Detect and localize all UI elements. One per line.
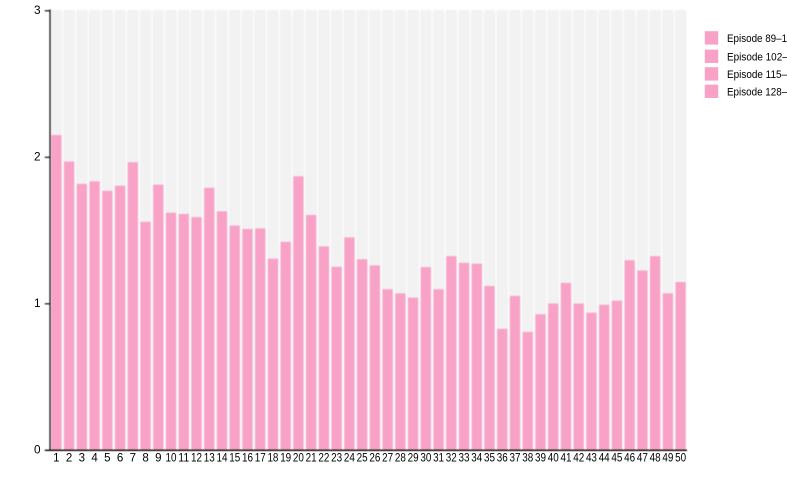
- svg-text:14: 14: [216, 453, 228, 465]
- svg-text:6: 6: [117, 453, 123, 465]
- svg-text:1: 1: [53, 453, 59, 465]
- svg-text:3: 3: [79, 453, 85, 465]
- svg-text:7: 7: [130, 453, 136, 465]
- svg-text:2: 2: [34, 149, 41, 163]
- svg-text:0: 0: [34, 442, 41, 456]
- svg-text:26: 26: [369, 453, 380, 465]
- svg-text:28: 28: [395, 453, 406, 465]
- svg-text:35: 35: [484, 453, 495, 465]
- svg-text:19: 19: [280, 453, 291, 465]
- svg-text:33: 33: [459, 453, 470, 465]
- svg-text:41: 41: [560, 453, 571, 465]
- svg-text:Episode 89–101: Episode 89–101: [727, 33, 787, 45]
- svg-text:32: 32: [446, 453, 457, 465]
- svg-text:39: 39: [535, 453, 546, 465]
- svg-text:49: 49: [662, 453, 673, 465]
- svg-text:29: 29: [408, 453, 419, 465]
- svg-text:47: 47: [637, 453, 648, 465]
- svg-text:21: 21: [306, 453, 317, 465]
- svg-text:15: 15: [229, 453, 240, 465]
- svg-text:34: 34: [471, 453, 483, 465]
- svg-text:2: 2: [66, 453, 72, 465]
- svg-text:23: 23: [331, 453, 342, 465]
- svg-text:12: 12: [191, 453, 202, 465]
- svg-text:Episode 128–140: Episode 128–140: [727, 87, 787, 99]
- svg-text:1: 1: [34, 296, 41, 310]
- svg-text:16: 16: [242, 453, 253, 465]
- svg-text:3: 3: [34, 3, 41, 17]
- svg-text:43: 43: [586, 453, 597, 465]
- svg-text:18: 18: [267, 453, 278, 465]
- svg-text:31: 31: [433, 453, 444, 465]
- svg-text:17: 17: [255, 453, 266, 465]
- svg-text:22: 22: [318, 453, 329, 465]
- svg-text:13: 13: [204, 453, 215, 465]
- svg-text:Episode 115–127: Episode 115–127: [727, 69, 787, 81]
- svg-text:44: 44: [599, 453, 611, 465]
- svg-text:Episode 102–114: Episode 102–114: [727, 52, 787, 64]
- svg-text:5: 5: [104, 453, 110, 465]
- svg-text:11: 11: [178, 453, 189, 465]
- svg-text:25: 25: [357, 453, 368, 465]
- svg-text:40: 40: [548, 453, 559, 465]
- svg-text:46: 46: [624, 453, 635, 465]
- svg-text:42: 42: [573, 453, 584, 465]
- svg-text:30: 30: [420, 453, 431, 465]
- svg-text:10: 10: [166, 453, 177, 465]
- svg-text:20: 20: [293, 453, 304, 465]
- svg-text:37: 37: [510, 453, 521, 465]
- svg-text:8: 8: [142, 453, 148, 465]
- svg-text:38: 38: [522, 453, 533, 465]
- svg-text:50: 50: [675, 453, 686, 465]
- svg-text:45: 45: [611, 453, 622, 465]
- svg-text:4: 4: [91, 453, 98, 465]
- svg-text:9: 9: [155, 453, 161, 465]
- svg-text:48: 48: [650, 453, 661, 465]
- svg-text:27: 27: [382, 453, 393, 465]
- svg-text:36: 36: [497, 453, 508, 465]
- svg-text:24: 24: [344, 453, 356, 465]
